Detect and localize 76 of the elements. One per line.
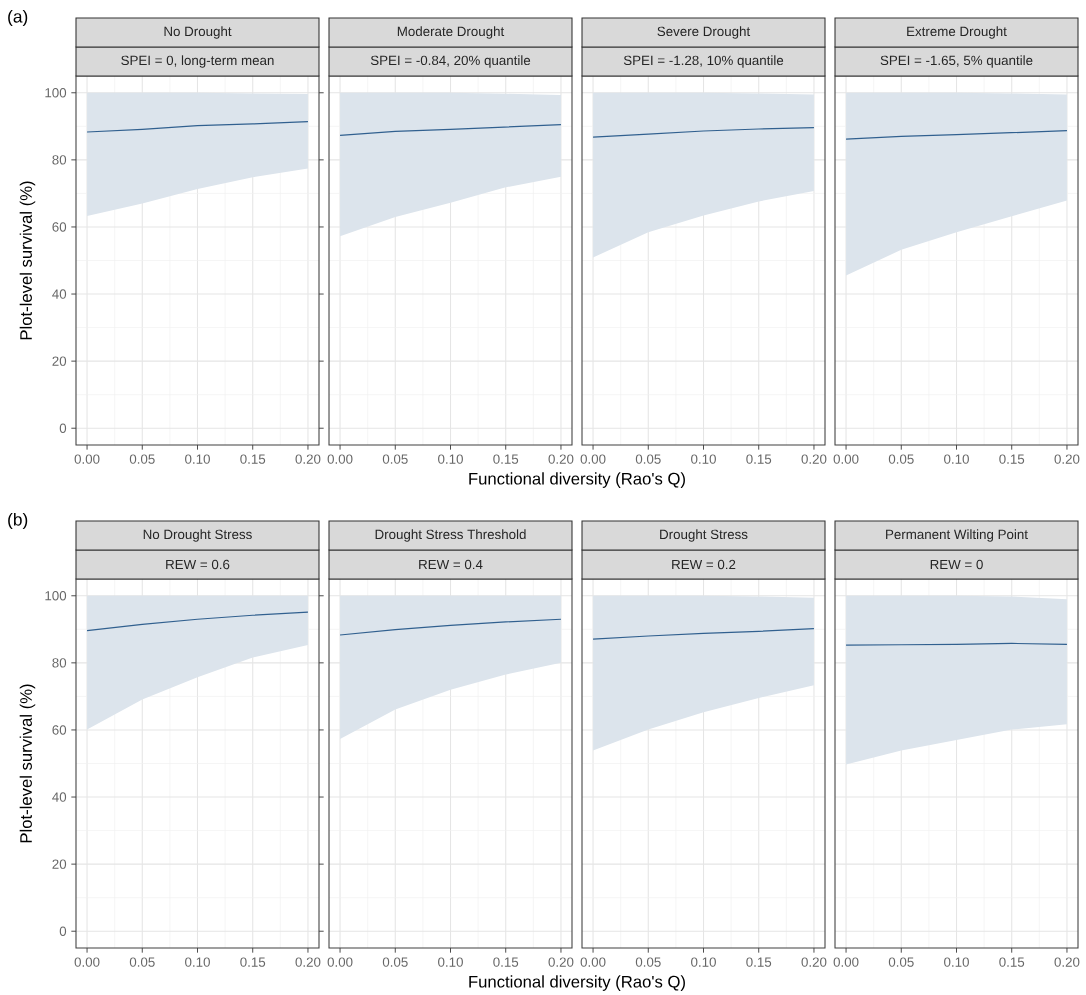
x-tick-label: 0.00 [580, 957, 606, 967]
chart-title: Extreme Drought [907, 26, 1007, 39]
x-tick-label: 0.15 [999, 454, 1025, 464]
x-tick-label: 0.15 [999, 957, 1025, 967]
chart-title: Drought Stress Threshold [375, 529, 526, 542]
x-tick-label: 0.10 [185, 454, 210, 464]
x-tick-label: 0.20 [295, 454, 321, 464]
y-tick-label: 20 [52, 859, 67, 869]
x-tick-label: 0.05 [635, 957, 661, 967]
x-tick-label: 0.05 [888, 957, 914, 967]
x-tick-label: 0.20 [801, 957, 827, 967]
y-tick-label: 0 [59, 423, 67, 433]
x-tick-label: 0.15 [746, 957, 772, 967]
x-tick-label: 0.10 [438, 957, 463, 967]
x-tick-label: 0.05 [129, 454, 155, 464]
y-axis-title: Plot-level survival (%) [19, 181, 36, 340]
text: (a) [8, 9, 28, 27]
chart-subtitle: REW = 0.6 [166, 559, 230, 570]
line-series [86, 121, 309, 133]
chart-subtitle: SPEI = 0, long-term mean [121, 55, 274, 68]
y-tick-label: 40 [52, 289, 67, 299]
x-tick-label: 0.00 [833, 454, 859, 464]
x-tick-label: 0.15 [493, 454, 519, 464]
y-tick-label: 20 [52, 356, 67, 366]
chart-subtitle: SPEI = -1.28, 10% quantile [623, 55, 784, 68]
x-tick-label: 0.00 [74, 957, 100, 967]
y-tick-label: 0 [59, 926, 67, 936]
chart-subtitle: REW = 0 [930, 559, 983, 570]
chart-subtitle: SPEI = -1.65, 5% quantile [880, 55, 1033, 68]
x-tick-label: 0.20 [1054, 454, 1080, 464]
x-tick-label: 0.20 [295, 957, 321, 967]
chart-title: Severe Drought [657, 26, 751, 39]
x-tick-label: 0.00 [74, 454, 100, 464]
y-tick-label: 100 [45, 88, 67, 98]
y-tick-label: 80 [52, 658, 67, 668]
chart-title: No Drought Stress [143, 529, 252, 542]
chart-subtitle: REW = 0.2 [672, 559, 736, 570]
x-tick-label: 0.20 [548, 957, 574, 967]
y-tick-label: 80 [52, 155, 67, 165]
chart-title: Permanent Wilting Point [886, 529, 1028, 542]
x-tick-label: 0.20 [548, 454, 574, 464]
x-tick-label: 0.00 [580, 454, 606, 464]
x-tick-label: 0.20 [1054, 957, 1080, 967]
x-tick-label: 0.10 [691, 957, 716, 967]
x-tick-label: 0.00 [833, 957, 859, 967]
x-tick-label: 0.15 [240, 454, 266, 464]
x-tick-label: 0.05 [888, 454, 914, 464]
x-tick-label: 0.10 [438, 454, 463, 464]
x-tick-label: 0.15 [746, 454, 772, 464]
x-tick-label: 0.10 [185, 957, 210, 967]
y-tick-label: 60 [52, 725, 67, 735]
chart-title: No Drought [164, 26, 232, 39]
chart-subtitle: REW = 0.4 [419, 559, 483, 570]
x-tick-label: 0.15 [493, 957, 519, 967]
y-tick-label: 60 [52, 222, 67, 232]
line-series [86, 611, 309, 632]
x-tick-label: 0.00 [327, 957, 353, 967]
x-tick-label: 0.05 [382, 957, 408, 967]
x-tick-label: 0.05 [635, 454, 661, 464]
x-tick-label: 0.05 [382, 454, 408, 464]
x-axis-title: Functional diversity (Rao's Q) [469, 472, 685, 488]
chart-title: Drought Stress [660, 529, 748, 542]
x-tick-label: 0.05 [129, 957, 155, 967]
y-axis-title: Plot-level survival (%) [19, 684, 36, 843]
y-tick-label: 100 [45, 591, 67, 601]
x-tick-label: 0.10 [944, 454, 969, 464]
x-axis-title: Functional diversity (Rao's Q) [469, 975, 685, 991]
x-tick-label: 0.20 [801, 454, 827, 464]
x-tick-label: 0.10 [944, 957, 969, 967]
chart-subtitle: SPEI = -0.84, 20% quantile [370, 55, 531, 68]
x-tick-label: 0.00 [327, 454, 353, 464]
x-tick-label: 0.10 [691, 454, 716, 464]
x-tick-label: 0.15 [240, 957, 266, 967]
chart-title: Moderate Drought [397, 26, 505, 39]
y-tick-label: 40 [52, 792, 67, 802]
text: (b) [8, 512, 28, 530]
